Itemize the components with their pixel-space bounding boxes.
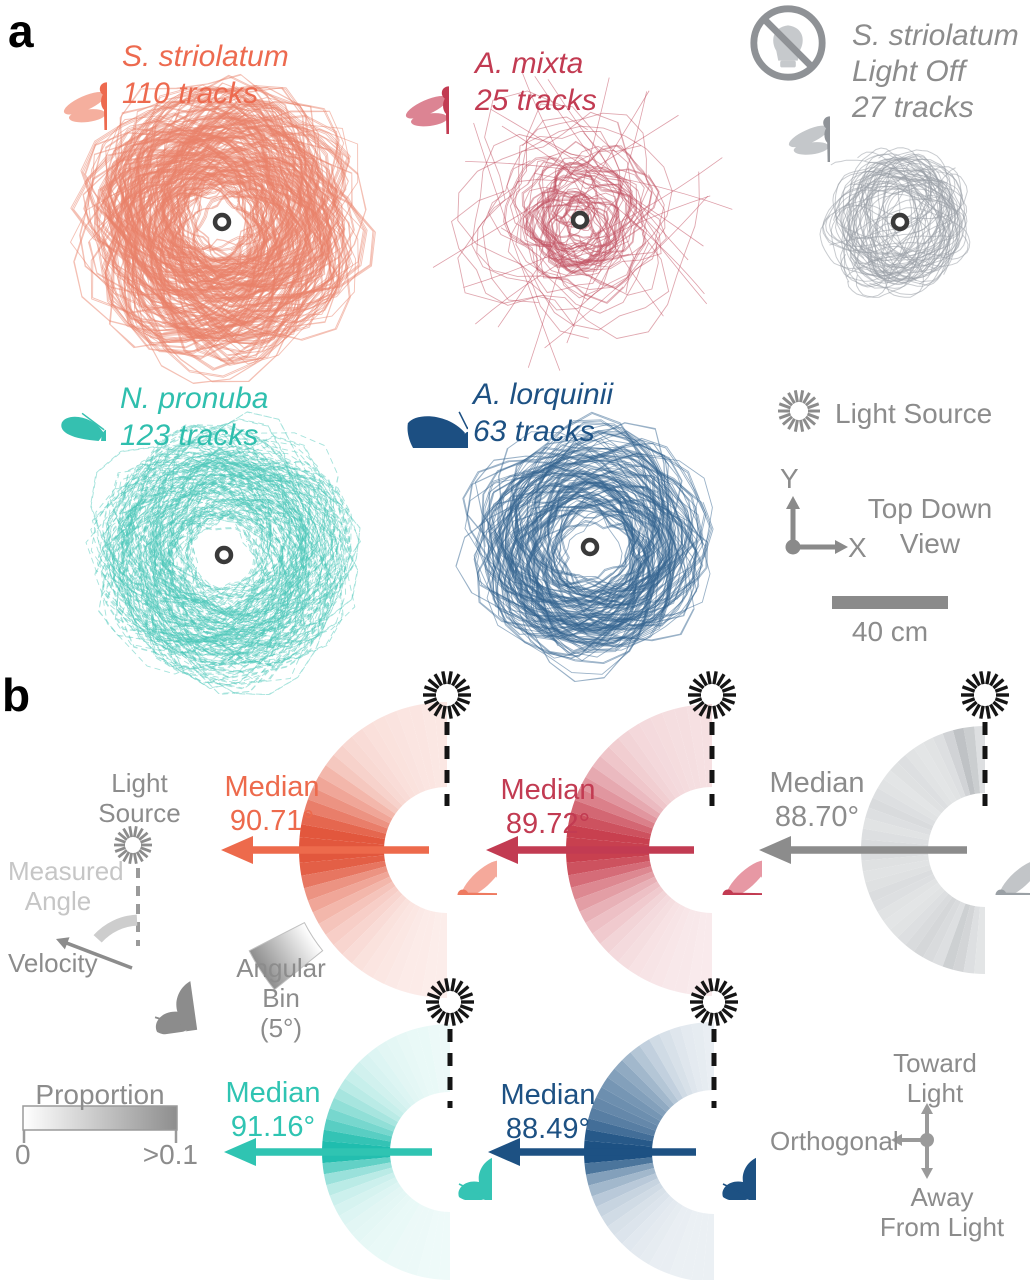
angle-fan-4 <box>224 978 474 1280</box>
direction-cross-legend <box>891 1103 934 1179</box>
species-label-light-off: S. striolatum Light Off 27 tracks <box>852 19 1019 124</box>
median-label-fan-3: Median 88.70° <box>769 767 865 833</box>
fan-insect-dragonfly-1 <box>456 855 497 895</box>
light-source-icon <box>426 978 474 1026</box>
median-label-fan-2: Median 89.72° <box>500 774 596 840</box>
median-label-fan-1: Median 90.71° <box>224 771 320 837</box>
light-source-icon <box>961 671 1009 719</box>
light-source-icon <box>778 390 820 432</box>
light-source-icon <box>690 978 738 1026</box>
species-label-a-lorquinii: A. lorquinii 63 tracks <box>473 378 614 448</box>
track-plot-2 <box>432 72 733 371</box>
proportion-min-label: 0 <box>15 1139 31 1170</box>
light-source-icon <box>423 671 471 719</box>
away-from-light-label: Away From Light <box>879 1182 1005 1242</box>
measured-angle-label: Measured Angle <box>8 856 124 916</box>
angular-bin-icon <box>248 921 324 991</box>
angle-fan-2 <box>486 671 736 996</box>
moth-icon-n-pronuba <box>60 412 106 441</box>
light-position-marker <box>890 212 910 232</box>
no-light-icon <box>750 5 826 81</box>
light-source-icon <box>688 671 736 719</box>
dragonfly-icon-a-mixta <box>403 86 449 134</box>
species-label-n-pronuba: N. pronuba 123 tracks <box>120 382 269 452</box>
moth-icon-a-lorquinii <box>406 411 468 448</box>
light-position-marker <box>580 537 600 557</box>
track-plot-4 <box>85 411 361 696</box>
species-label-s-striolatum: S. striolatum 110 tracks <box>122 40 289 110</box>
dragonfly-icon-s-striolatum <box>61 82 107 130</box>
measured-angle-legend <box>56 826 152 970</box>
median-label-fan-4: Median 91.16° <box>225 1077 321 1143</box>
light-source-label-a: Light Source <box>835 398 993 429</box>
legend-moth-glyph <box>148 974 198 1044</box>
orthogonal-label: Orthogonal <box>770 1126 899 1156</box>
angle-fan-1 <box>221 671 471 998</box>
angular-bin-label: Angular Bin (5°) <box>236 953 326 1043</box>
track-plot-3 <box>819 147 971 298</box>
proportion-title: Proportion <box>35 1079 165 1110</box>
scale-bar <box>832 596 948 609</box>
light-source-icon <box>114 826 152 864</box>
light-position-marker <box>214 545 234 565</box>
light-position-marker <box>570 210 590 230</box>
axis-y-label: Y <box>780 463 799 494</box>
proportion-colorbar <box>22 1105 178 1143</box>
panel-b-label: b <box>2 669 31 721</box>
light-source-label-b: Light Source <box>98 768 181 828</box>
velocity-label: Velocity <box>8 948 98 978</box>
light-position-marker <box>212 212 232 232</box>
fan-insect-moth-4 <box>457 1155 492 1200</box>
top-down-view-label: Top Down View <box>867 493 993 559</box>
axis-x-label: X <box>848 532 867 563</box>
track-plot-1 <box>69 73 376 384</box>
fan-insect-moth-5 <box>721 1155 756 1200</box>
panel-a-label: a <box>8 5 34 57</box>
species-label-a-mixta: A. mixta 25 tracks <box>475 47 597 117</box>
angle-fan-3 <box>759 671 1009 974</box>
proportion-max-label: >0.1 <box>142 1139 198 1170</box>
angle-fan-5 <box>488 978 738 1280</box>
fan-insect-dragonfly-3 <box>994 855 1030 895</box>
dragonfly-icon-light-off <box>786 116 830 162</box>
toward-light-label: Toward Light <box>893 1048 977 1108</box>
axis-glyph <box>785 496 848 555</box>
fan-insect-dragonfly-2 <box>721 855 762 895</box>
scale-bar-label: 40 cm <box>851 616 929 647</box>
track-plot-5 <box>455 411 714 682</box>
median-label-fan-5: Median 88.49° <box>500 1079 596 1145</box>
